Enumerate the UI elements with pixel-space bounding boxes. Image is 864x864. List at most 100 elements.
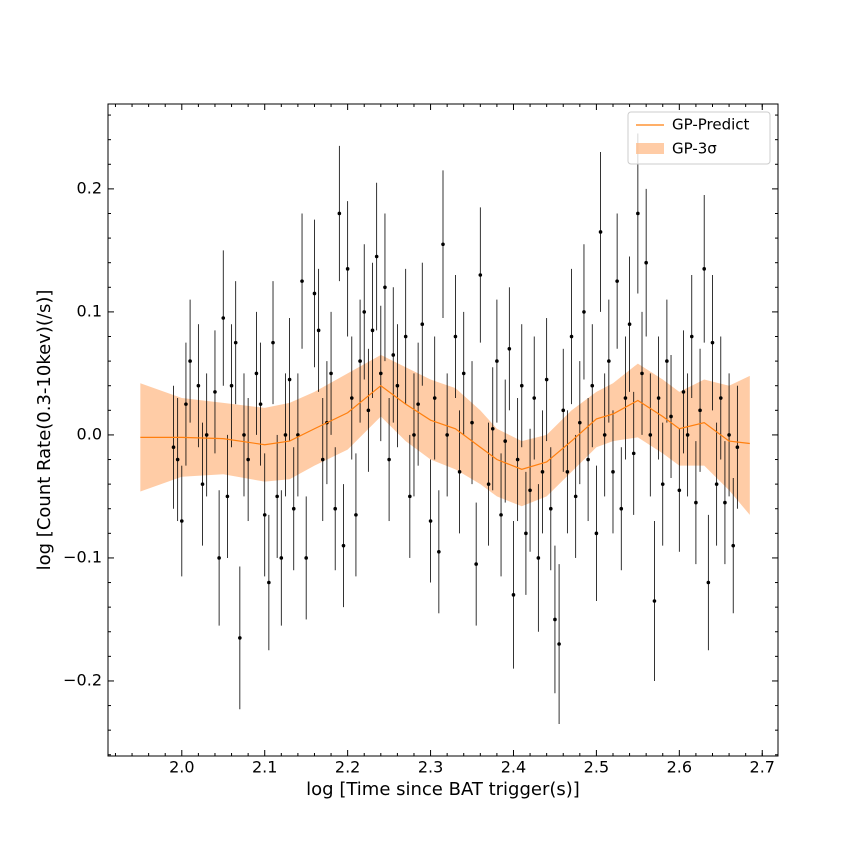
data-point [271, 340, 275, 345]
data-point [644, 260, 648, 265]
data-point [370, 328, 375, 333]
data-point [507, 347, 512, 351]
data-point [656, 396, 661, 400]
data-point [383, 285, 387, 290]
data-point [511, 593, 516, 597]
data-point [184, 402, 188, 406]
data-point [495, 359, 499, 363]
data-point [366, 408, 371, 413]
data-point [300, 279, 304, 283]
data-point [702, 267, 707, 271]
data-point [420, 322, 425, 327]
data-point [594, 531, 599, 536]
data-point [296, 433, 300, 437]
data-point [395, 383, 400, 388]
data-point [536, 556, 541, 560]
data-point [557, 642, 561, 646]
data-point [171, 445, 176, 450]
data-point [391, 353, 396, 357]
data-point [275, 494, 279, 499]
data-point [267, 580, 271, 585]
data-point [681, 390, 686, 394]
data-point [582, 310, 586, 314]
data-point [640, 371, 644, 376]
data-point [349, 396, 354, 400]
data-point [408, 494, 412, 499]
data-point [698, 408, 702, 413]
gp-band [140, 354, 750, 515]
data-point [524, 531, 528, 536]
x-tick-label: 2.6 [667, 758, 692, 777]
data-point [578, 420, 582, 425]
data-point [229, 383, 234, 388]
data-point [590, 383, 595, 388]
data-point [561, 408, 566, 413]
data-point [258, 402, 263, 406]
plot-frame [107, 103, 779, 757]
data-point [648, 433, 653, 437]
x-tick-label: 2.5 [584, 758, 609, 777]
data-point [432, 396, 437, 400]
data-point [532, 396, 537, 400]
y-tick-label: −0.1 [63, 547, 102, 566]
legend-label: GP-3σ [672, 140, 717, 158]
data-point [706, 580, 711, 585]
data-point [515, 457, 520, 462]
data-point [329, 371, 333, 376]
data-point [437, 549, 441, 554]
data-point [636, 211, 640, 216]
x-tick-label: 2.0 [169, 758, 194, 777]
data-point [345, 267, 350, 271]
data-point [200, 482, 205, 486]
data-point [652, 599, 657, 603]
x-tick-label: 2.7 [750, 758, 775, 777]
data-point [362, 310, 367, 314]
data-point [727, 433, 731, 437]
y-tick-label: 0.2 [77, 178, 102, 197]
data-point [341, 543, 346, 548]
data-point [279, 556, 284, 560]
data-point [445, 433, 449, 437]
data-point [453, 334, 458, 339]
data-point [213, 390, 217, 394]
data-point [474, 562, 478, 566]
data-point [283, 433, 288, 437]
data-point [188, 359, 192, 363]
x-axis-label: log [Time since BAT trigger(s)] [306, 779, 580, 800]
data-point [723, 500, 727, 505]
data-point [221, 316, 226, 320]
gp-line [140, 384, 750, 471]
legend-swatch [636, 143, 664, 154]
data-point [478, 273, 483, 277]
legend-label: GP-Predict [672, 116, 750, 134]
data-point [457, 470, 462, 474]
data-point [291, 506, 296, 511]
data-point [602, 433, 607, 437]
data-point [312, 291, 317, 296]
data-point [503, 439, 507, 443]
x-tick-label: 2.1 [252, 758, 277, 777]
data-point [441, 242, 445, 247]
data-point [710, 340, 715, 345]
data-point [611, 470, 615, 474]
data-point [619, 506, 624, 511]
data-point [333, 506, 338, 511]
data-point [238, 636, 242, 640]
data-point [316, 328, 321, 333]
data-point [623, 396, 628, 400]
data-point [553, 617, 557, 622]
data-point [631, 451, 636, 456]
data-point [685, 433, 690, 437]
data-point [540, 470, 545, 474]
y-tick-label: −0.2 [63, 670, 102, 689]
data-point [403, 334, 408, 339]
y-tick-label: 0.0 [77, 424, 102, 443]
data-point [669, 414, 673, 419]
data-point [735, 445, 740, 450]
data-point [412, 433, 416, 437]
data-point [254, 371, 259, 376]
data-point [416, 402, 420, 406]
data-point [304, 556, 308, 560]
